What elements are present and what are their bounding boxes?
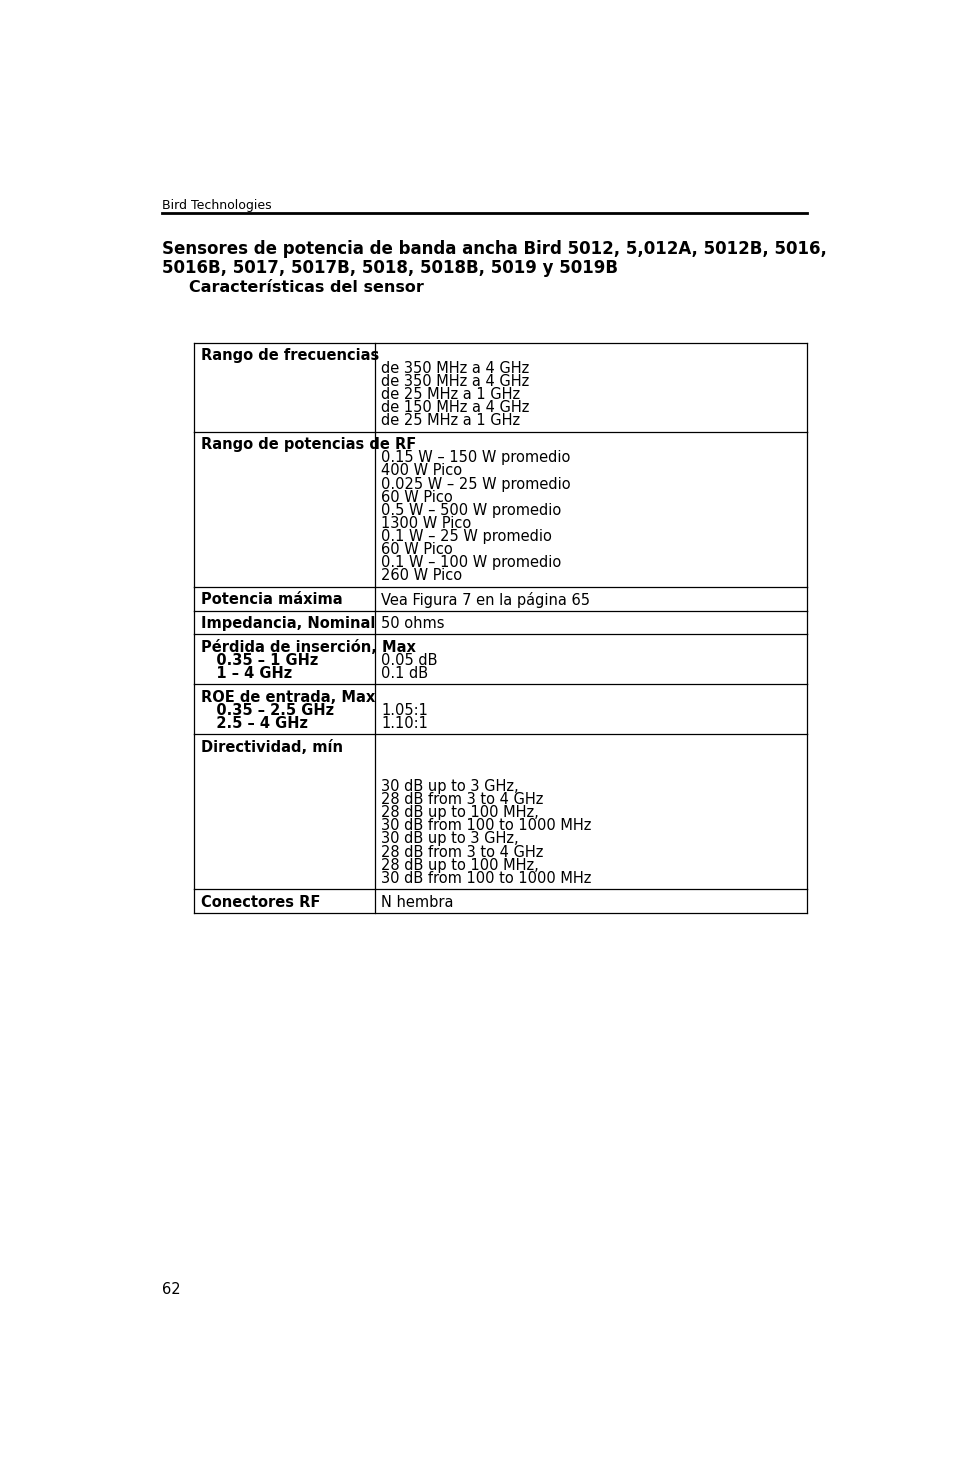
- Text: 0.1 dB: 0.1 dB: [381, 665, 428, 681]
- Text: 260 W Pico: 260 W Pico: [381, 568, 462, 583]
- Text: de 350 MHz a 4 GHz: de 350 MHz a 4 GHz: [381, 361, 529, 376]
- Text: Pérdida de inserción, Max: Pérdida de inserción, Max: [200, 640, 416, 655]
- Text: Características del sensor: Características del sensor: [189, 280, 423, 295]
- Text: 62: 62: [162, 1282, 180, 1297]
- Text: N hembra: N hembra: [381, 895, 454, 910]
- Text: 0.05 dB: 0.05 dB: [381, 653, 437, 668]
- Text: 28 dB up to 100 MHz,: 28 dB up to 100 MHz,: [381, 805, 538, 820]
- Text: 1.05:1: 1.05:1: [381, 704, 428, 718]
- Text: Conectores RF: Conectores RF: [200, 895, 319, 910]
- Text: 1 – 4 GHz: 1 – 4 GHz: [200, 665, 292, 681]
- Text: de 150 MHz a 4 GHz: de 150 MHz a 4 GHz: [381, 400, 529, 416]
- Text: 2.5 – 4 GHz: 2.5 – 4 GHz: [200, 715, 307, 732]
- Text: 60 W Pico: 60 W Pico: [381, 541, 453, 558]
- Text: ROE de entrada, Max: ROE de entrada, Max: [200, 690, 375, 705]
- Text: 30 dB up to 3 GHz,: 30 dB up to 3 GHz,: [381, 779, 518, 794]
- Text: Directividad, mín: Directividad, mín: [200, 740, 342, 755]
- Text: Vea Figura 7 en la página 65: Vea Figura 7 en la página 65: [381, 591, 590, 608]
- Text: 400 W Pico: 400 W Pico: [381, 463, 462, 478]
- Text: 0.5 W – 500 W promedio: 0.5 W – 500 W promedio: [381, 503, 561, 518]
- Text: Potencia máxima: Potencia máxima: [200, 591, 342, 608]
- Text: 0.15 W – 150 W promedio: 0.15 W – 150 W promedio: [381, 450, 570, 465]
- Text: 30 dB from 100 to 1000 MHz: 30 dB from 100 to 1000 MHz: [381, 819, 591, 833]
- Text: 28 dB from 3 to 4 GHz: 28 dB from 3 to 4 GHz: [381, 845, 543, 860]
- Text: 28 dB up to 100 MHz,: 28 dB up to 100 MHz,: [381, 857, 538, 873]
- Text: 30 dB from 100 to 1000 MHz: 30 dB from 100 to 1000 MHz: [381, 870, 591, 886]
- Text: Sensores de potencia de banda ancha Bird 5012, 5,012A, 5012B, 5016,: Sensores de potencia de banda ancha Bird…: [162, 240, 826, 258]
- Text: 0.1 W – 100 W promedio: 0.1 W – 100 W promedio: [381, 555, 561, 569]
- Text: 0.35 – 2.5 GHz: 0.35 – 2.5 GHz: [200, 704, 334, 718]
- Text: Bird Technologies: Bird Technologies: [162, 199, 272, 211]
- Text: 0.025 W – 25 W promedio: 0.025 W – 25 W promedio: [381, 476, 571, 491]
- Text: Rango de frecuencias: Rango de frecuencias: [200, 348, 378, 363]
- Text: 5016B, 5017, 5017B, 5018, 5018B, 5019 y 5019B: 5016B, 5017, 5017B, 5018, 5018B, 5019 y …: [162, 258, 618, 277]
- Text: de 350 MHz a 4 GHz: de 350 MHz a 4 GHz: [381, 375, 529, 389]
- Text: 28 dB from 3 to 4 GHz: 28 dB from 3 to 4 GHz: [381, 792, 543, 807]
- Text: 60 W Pico: 60 W Pico: [381, 490, 453, 504]
- Text: 0.35 – 1 GHz: 0.35 – 1 GHz: [200, 653, 317, 668]
- Text: 1300 W Pico: 1300 W Pico: [381, 516, 471, 531]
- Text: 0.1 W – 25 W promedio: 0.1 W – 25 W promedio: [381, 530, 552, 544]
- Text: 50 ohms: 50 ohms: [381, 617, 444, 631]
- Text: de 25 MHz a 1 GHz: de 25 MHz a 1 GHz: [381, 388, 520, 403]
- Text: 1.10:1: 1.10:1: [381, 715, 428, 732]
- Text: de 25 MHz a 1 GHz: de 25 MHz a 1 GHz: [381, 413, 520, 428]
- Text: 30 dB up to 3 GHz,: 30 dB up to 3 GHz,: [381, 832, 518, 847]
- Text: Impedancia, Nominal: Impedancia, Nominal: [200, 617, 375, 631]
- Text: Rango de potencias de RF: Rango de potencias de RF: [200, 437, 416, 453]
